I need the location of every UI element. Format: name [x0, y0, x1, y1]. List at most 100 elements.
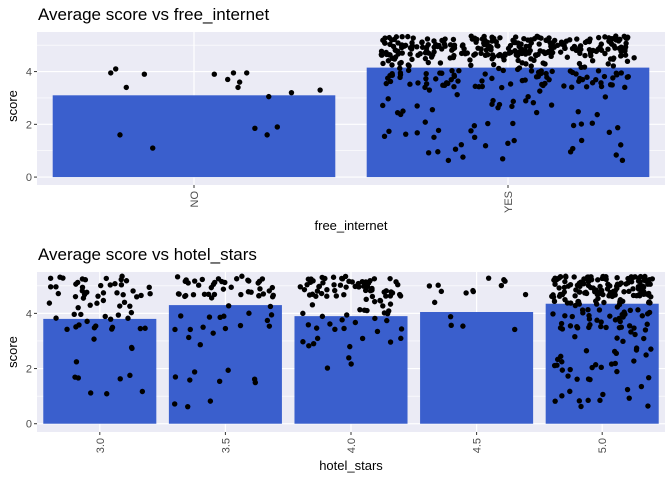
- data-point: [471, 134, 478, 140]
- data-point: [367, 277, 373, 284]
- data-point: [274, 124, 281, 130]
- data-point: [103, 275, 109, 282]
- data-point: [91, 325, 98, 331]
- data-point: [512, 326, 518, 333]
- data-point: [73, 359, 80, 365]
- data-point: [75, 304, 81, 311]
- data-point: [627, 307, 634, 313]
- data-point: [178, 313, 184, 319]
- data-point: [120, 292, 126, 298]
- data-point: [385, 96, 391, 102]
- data-point: [449, 67, 455, 74]
- data-point: [637, 283, 644, 290]
- data-point: [405, 33, 411, 40]
- data-point: [517, 48, 523, 55]
- x-axis-label: free_internet: [315, 218, 388, 233]
- data-point: [211, 71, 218, 77]
- data-point: [233, 276, 240, 282]
- y-tick-label: 0: [26, 419, 32, 431]
- data-point: [455, 78, 461, 84]
- data-point: [380, 102, 386, 109]
- data-point: [288, 89, 295, 96]
- data-point: [228, 284, 234, 290]
- data-point: [383, 80, 389, 87]
- data-point: [543, 37, 549, 44]
- data-point: [639, 313, 646, 319]
- data-point: [507, 81, 514, 87]
- data-point: [448, 322, 454, 329]
- data-point: [622, 84, 628, 91]
- data-point: [567, 281, 574, 288]
- chart-title: Average score vs free_internet: [38, 5, 269, 24]
- data-point: [264, 317, 271, 324]
- data-point: [108, 70, 114, 76]
- data-point: [461, 46, 467, 52]
- data-point: [191, 369, 198, 375]
- data-point: [542, 61, 548, 67]
- data-point: [117, 376, 123, 382]
- x-tick-label: 3.5: [220, 438, 232, 453]
- data-point: [552, 398, 558, 404]
- data-point: [530, 99, 537, 106]
- data-point: [123, 278, 130, 284]
- data-point: [451, 83, 457, 90]
- data-point: [118, 276, 124, 283]
- y-axis-ticks: 0 2 4: [26, 67, 37, 184]
- data-point: [347, 343, 353, 350]
- data-point: [392, 47, 399, 54]
- x-tick-label: YES: [503, 191, 515, 213]
- data-point: [576, 398, 583, 404]
- data-point: [337, 282, 344, 288]
- data-point: [600, 391, 606, 398]
- data-point: [489, 75, 495, 82]
- data-point: [392, 54, 399, 60]
- data-point: [78, 311, 84, 318]
- data-point: [586, 38, 593, 45]
- data-point: [613, 152, 619, 158]
- data-point: [318, 290, 325, 297]
- data-point: [628, 329, 634, 335]
- data-point: [554, 356, 561, 363]
- data-point: [428, 54, 435, 60]
- data-point: [118, 282, 125, 288]
- data-point: [618, 142, 624, 148]
- data-point: [398, 335, 404, 342]
- data-point: [516, 65, 523, 71]
- data-point: [518, 41, 524, 47]
- data-point: [205, 291, 212, 298]
- data-point: [647, 281, 653, 287]
- data-point: [356, 284, 362, 290]
- data-point: [522, 51, 529, 57]
- data-point: [174, 274, 181, 280]
- data-point: [128, 344, 135, 351]
- data-point: [399, 44, 405, 51]
- data-point: [415, 52, 421, 58]
- data-point: [425, 41, 431, 48]
- data-point: [364, 283, 371, 290]
- data-point: [211, 291, 218, 298]
- data-point: [612, 292, 618, 298]
- data-point: [330, 274, 337, 280]
- data-point: [343, 284, 349, 290]
- data-point: [460, 154, 466, 160]
- data-point: [559, 367, 566, 373]
- data-point: [645, 299, 652, 306]
- data-point: [628, 279, 635, 285]
- data-point: [195, 282, 202, 288]
- data-point: [171, 401, 178, 407]
- data-point: [362, 287, 369, 294]
- data-point: [603, 324, 609, 331]
- data-point: [319, 313, 326, 320]
- data-point: [419, 44, 426, 50]
- data-point: [501, 277, 507, 283]
- data-point: [554, 362, 560, 368]
- bar-3.5: [168, 305, 282, 424]
- data-point: [642, 273, 648, 280]
- data-point: [616, 324, 623, 331]
- data-point: [380, 60, 386, 67]
- data-point: [598, 80, 604, 86]
- data-point: [490, 61, 497, 68]
- data-point: [385, 75, 391, 81]
- data-point: [626, 323, 633, 329]
